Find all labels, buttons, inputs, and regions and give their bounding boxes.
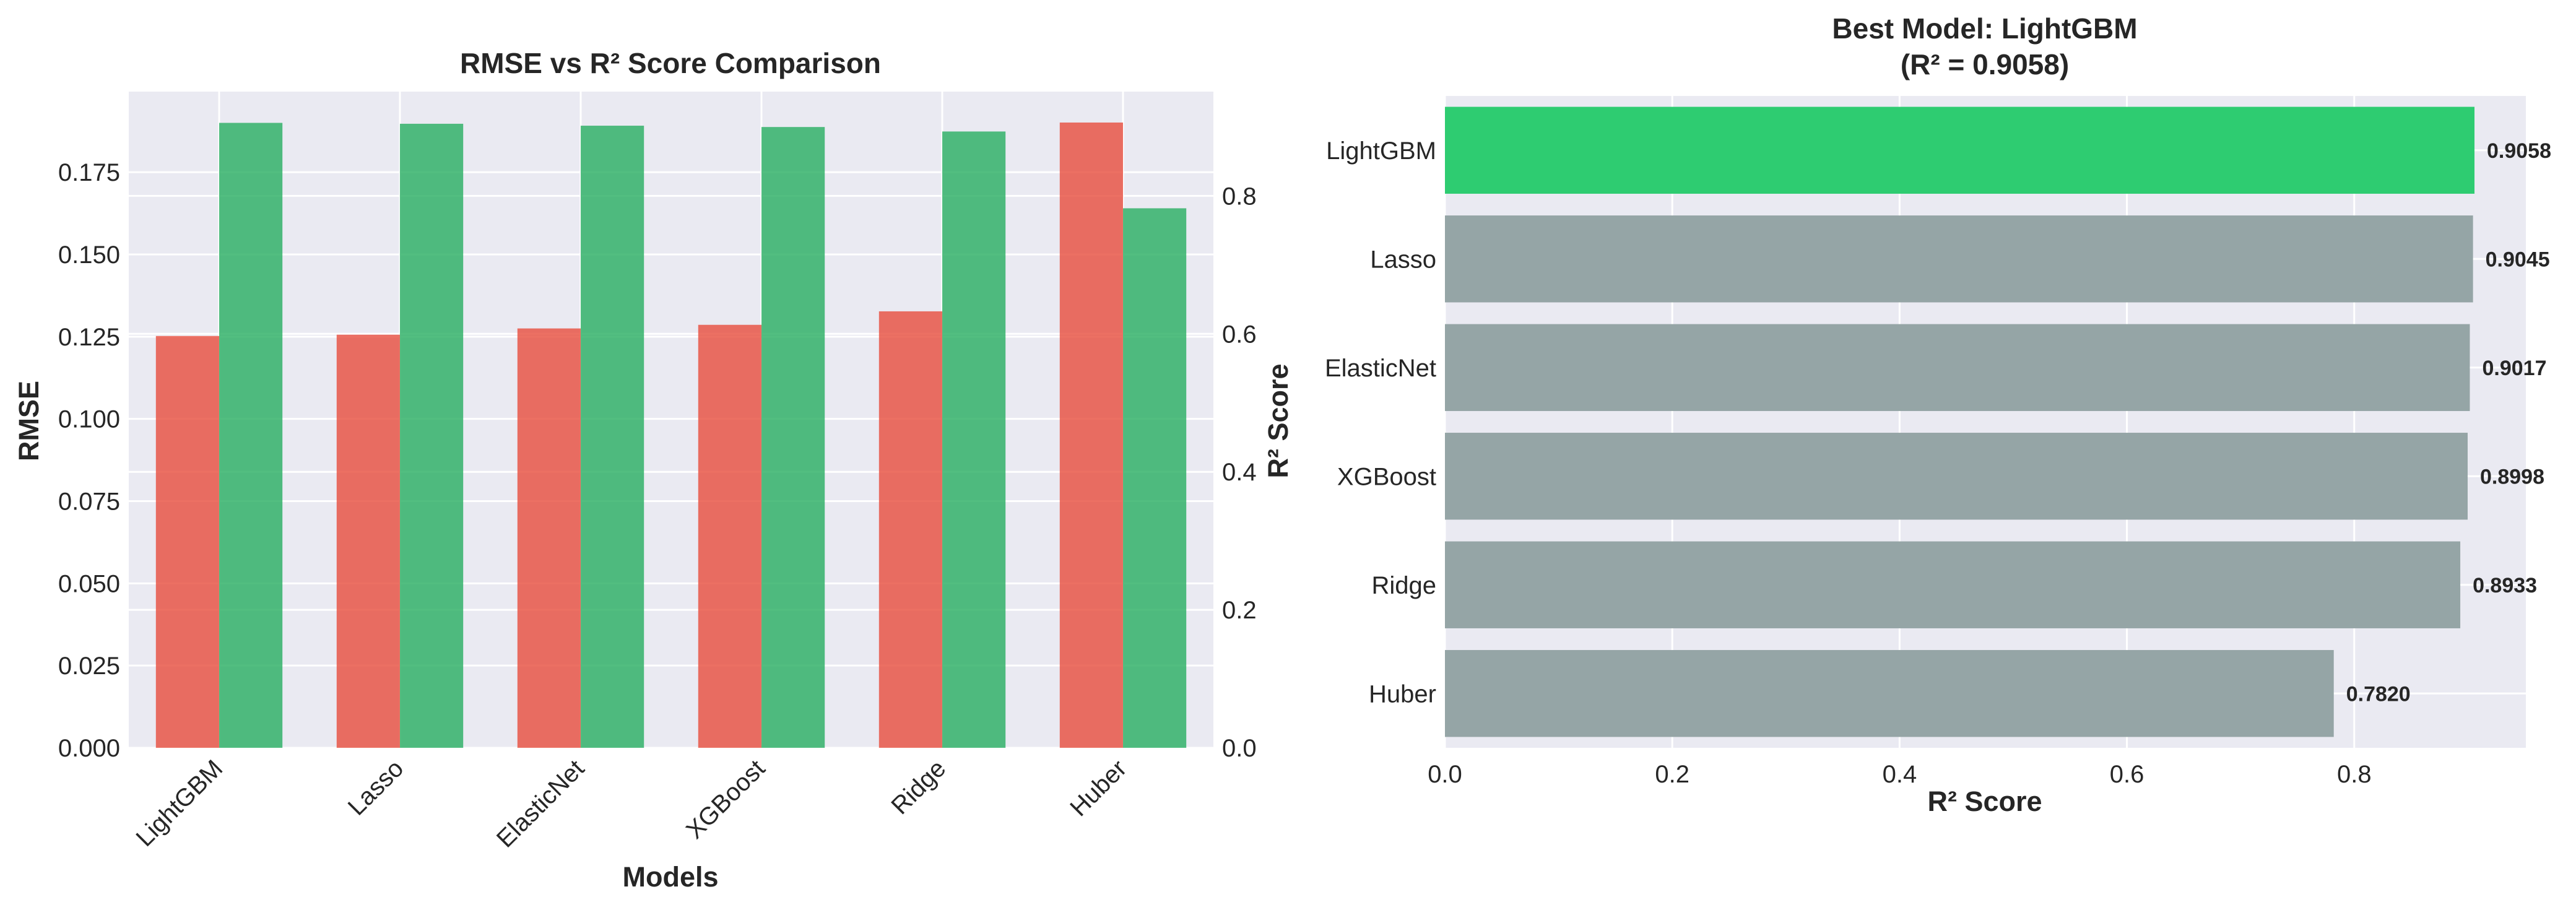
r2-bar-ridge bbox=[1445, 541, 2461, 628]
r2-bar-lasso bbox=[1445, 215, 2473, 303]
r2-bar-elasticnet bbox=[1445, 324, 2470, 411]
y-tick-label: 0.075 bbox=[58, 488, 120, 516]
r2-bar-elasticnet bbox=[581, 126, 644, 748]
x-tick-label: 0.8 bbox=[2337, 761, 2372, 788]
y2-tick-label: 0.4 bbox=[1222, 459, 1257, 486]
value-label: 0.9017 bbox=[2482, 357, 2546, 380]
y-tick-label: 0.175 bbox=[58, 159, 120, 186]
rmse-bar-ridge bbox=[878, 311, 942, 748]
r2-bar-xgboost bbox=[761, 127, 825, 748]
value-label: 0.9058 bbox=[2487, 139, 2551, 163]
rmse-bar-lasso bbox=[336, 334, 400, 748]
x-tick-label: XGBoost bbox=[681, 755, 770, 844]
y-tick-label: XGBoost bbox=[1337, 463, 1436, 490]
right-chart-title: Best Model: LightGBM bbox=[1832, 12, 2137, 45]
left-y-ticks: 0.000 0.025 0.050 0.075 0.100 0.125 0.150 0.175 bbox=[58, 159, 120, 762]
r2-bar-xgboost bbox=[1445, 433, 2468, 520]
y-tick-label: 0.025 bbox=[58, 652, 120, 680]
rmse-bar-elasticnet bbox=[517, 328, 581, 748]
y-tick-label: 0.000 bbox=[58, 735, 120, 762]
y2-tick-label: 0.2 bbox=[1222, 597, 1257, 624]
y-tick-label: 0.050 bbox=[58, 570, 120, 597]
value-label: 0.9045 bbox=[2486, 248, 2550, 271]
y-tick-label: Ridge bbox=[1371, 572, 1436, 599]
y2-tick-label: 0.8 bbox=[1222, 183, 1257, 210]
left-y2-ticks: 0.0 0.2 0.4 0.6 0.8 bbox=[1222, 183, 1257, 762]
left-chart: 0.000 0.025 0.050 0.075 0.100 0.125 0.150 0.175… bbox=[13, 47, 1294, 893]
y2-tick-label: 0.6 bbox=[1222, 321, 1257, 348]
right-chart: 0.9058 0.9045 0.9017 0.8998 0.8933 0.7820 Lig… bbox=[1325, 12, 2551, 817]
right-plot-area bbox=[1445, 96, 2526, 748]
x-tick-label: ElasticNet bbox=[492, 755, 589, 852]
r2-bar-lasso bbox=[400, 123, 464, 748]
x-tick-label: LightGBM bbox=[131, 755, 228, 852]
y2-tick-label: 0.0 bbox=[1222, 735, 1257, 762]
y-tick-label: Lasso bbox=[1370, 246, 1436, 273]
x-tick-label: 0.6 bbox=[2110, 761, 2144, 788]
r2-bar-huber bbox=[1123, 208, 1187, 748]
right-value-labels: 0.9058 0.9045 0.9017 0.8998 0.8933 0.7820 bbox=[2346, 139, 2551, 706]
value-label: 0.8998 bbox=[2480, 465, 2544, 488]
rmse-bar-huber bbox=[1059, 122, 1123, 748]
y-tick-label: 0.125 bbox=[58, 324, 120, 351]
right-bars bbox=[1445, 106, 2475, 737]
left-chart-title: RMSE vs R² Score Comparison bbox=[460, 47, 881, 79]
x-tick-label: 0.0 bbox=[1428, 761, 1462, 788]
left-x-ticks: LightGBM Lasso ElasticNet XGBoost Ridge Huber bbox=[131, 755, 1132, 852]
y-tick-label: ElasticNet bbox=[1325, 355, 1436, 382]
y-tick-label: 0.100 bbox=[58, 406, 120, 433]
x-tick-label: 0.2 bbox=[1655, 761, 1689, 788]
left-y-axis-label: RMSE bbox=[13, 381, 45, 461]
y-tick-label: Huber bbox=[1369, 680, 1436, 708]
right-chart-subtitle: (R² = 0.9058) bbox=[1901, 48, 2069, 80]
right-x-axis-label: R² Score bbox=[1927, 786, 2042, 817]
right-x-ticks: 0.0 0.2 0.4 0.6 0.8 bbox=[1428, 761, 2371, 788]
right-y-ticks: LightGBM Lasso ElasticNet XGBoost Ridge Huber bbox=[1325, 137, 1436, 708]
left-y2-axis-label: R² Score bbox=[1262, 363, 1294, 478]
r2-bar-lightgbm bbox=[219, 123, 283, 748]
r2-bar-huber bbox=[1445, 650, 2334, 737]
x-tick-label: Ridge bbox=[886, 755, 951, 820]
x-tick-label: 0.4 bbox=[1883, 761, 1917, 788]
rmse-bar-lightgbm bbox=[155, 336, 219, 748]
left-x-axis-label: Models bbox=[622, 861, 718, 893]
rmse-bar-xgboost bbox=[698, 324, 761, 748]
left-bars bbox=[155, 122, 1187, 748]
y-tick-label: 0.150 bbox=[58, 241, 120, 269]
x-tick-label: Huber bbox=[1065, 755, 1132, 821]
y-tick-label: LightGBM bbox=[1326, 137, 1436, 165]
value-label: 0.7820 bbox=[2346, 682, 2411, 706]
value-label: 0.8933 bbox=[2473, 574, 2537, 597]
r2-bar-ridge bbox=[942, 131, 1006, 748]
x-tick-label: Lasso bbox=[343, 755, 409, 821]
r2-bar-lightgbm bbox=[1445, 106, 2475, 194]
